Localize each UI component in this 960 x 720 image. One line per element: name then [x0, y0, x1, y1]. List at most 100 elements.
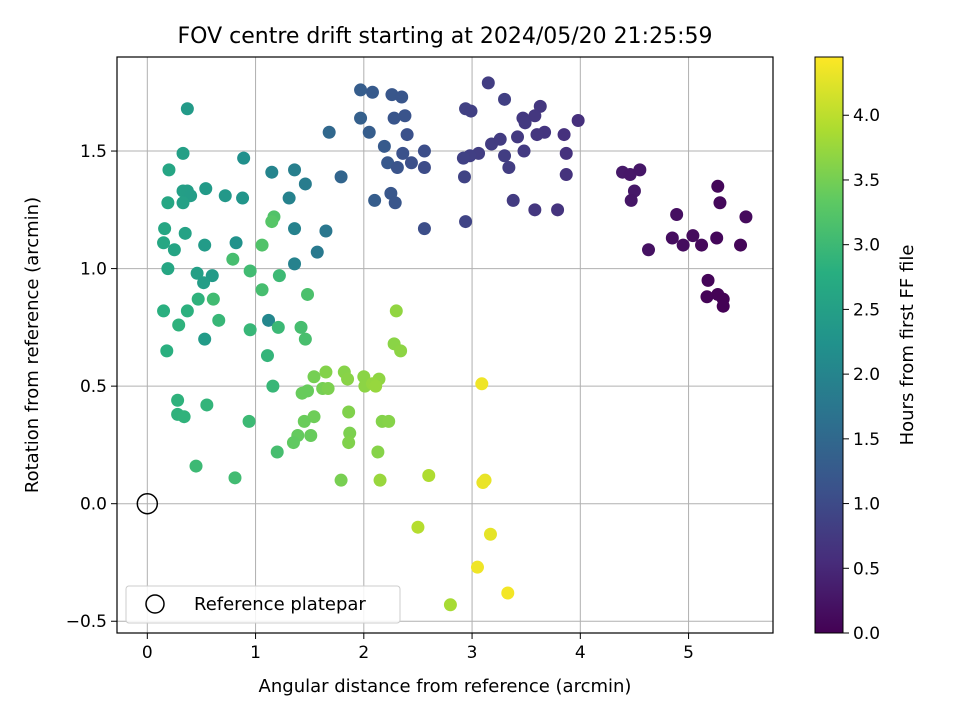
data-point	[493, 132, 507, 146]
y-tick-label: 1.0	[80, 260, 107, 280]
data-point	[180, 304, 194, 318]
data-point	[200, 398, 214, 412]
data-point	[297, 414, 311, 428]
data-point	[228, 471, 242, 485]
data-point	[160, 344, 174, 358]
data-point	[343, 426, 357, 440]
x-axis-ticks: 0 1 2 3 4 5	[142, 633, 694, 663]
data-point	[354, 111, 368, 125]
data-point	[176, 196, 190, 210]
data-point	[533, 99, 547, 113]
data-point	[388, 196, 402, 210]
data-point	[255, 238, 269, 252]
x-tick-label: 4	[575, 643, 586, 663]
colorbar-ticks: 0.0 0.5 1.0 1.5 2.0 2.5 3.0 3.5 4.0	[843, 106, 880, 644]
grid-lines	[117, 57, 773, 633]
colorbar-tick-label: 0.0	[853, 624, 880, 644]
data-point	[623, 168, 637, 182]
data-point	[262, 313, 276, 327]
data-point	[226, 252, 240, 266]
data-point	[167, 243, 181, 257]
data-point	[559, 168, 573, 182]
data-point	[502, 160, 516, 174]
data-point	[362, 125, 376, 139]
data-point	[557, 128, 571, 142]
reference-platepar-marker	[136, 492, 159, 515]
colorbar: 0.0 0.5 1.0 1.5 2.0 2.5 3.0 3.5 4.0 Hours from f…	[814, 56, 918, 644]
data-point	[498, 92, 512, 106]
data-point	[381, 156, 395, 170]
data-point	[304, 429, 318, 443]
data-point	[272, 269, 286, 283]
data-point	[157, 304, 171, 318]
data-point	[456, 151, 470, 165]
data-point	[199, 182, 213, 196]
data-point	[713, 196, 727, 210]
data-point	[710, 231, 724, 245]
data-point	[342, 405, 356, 419]
legend-marker	[145, 594, 165, 614]
data-point	[206, 292, 220, 306]
chart-title: FOV centre drift starting at 2024/05/20 …	[178, 24, 713, 49]
data-point	[354, 83, 368, 97]
colorbar-tick-label: 2.5	[853, 300, 880, 320]
colorbar-label: Hours from first FF file	[897, 245, 918, 446]
data-point	[551, 203, 565, 217]
data-point	[162, 163, 176, 177]
y-tick-label: 0.5	[80, 377, 107, 397]
data-point	[506, 193, 520, 207]
data-point	[501, 586, 515, 600]
data-point	[176, 146, 190, 160]
data-point	[396, 146, 410, 160]
data-point	[642, 243, 656, 257]
data-point	[242, 414, 256, 428]
data-point	[270, 445, 284, 459]
data-point	[711, 179, 725, 193]
x-tick-label: 0	[142, 643, 153, 663]
data-point	[498, 149, 512, 163]
data-point	[266, 379, 280, 393]
y-tick-label: 1.5	[80, 142, 107, 162]
data-point	[443, 598, 457, 612]
y-axis-label: Rotation from reference (arcmin)	[22, 197, 43, 493]
data-point	[511, 130, 525, 144]
data-point	[161, 262, 175, 276]
data-point	[571, 113, 585, 127]
data-point	[528, 109, 542, 123]
y-axis-ticks: −0.5 0.0 0.5 1.0 1.5	[66, 142, 117, 632]
data-point	[334, 473, 348, 487]
data-point	[528, 203, 542, 217]
data-point	[373, 473, 387, 487]
data-point	[411, 520, 425, 534]
x-tick-label: 1	[250, 643, 261, 663]
data-point	[243, 264, 257, 278]
data-point	[191, 292, 205, 306]
data-point	[716, 299, 730, 313]
x-axis-label: Angular distance from reference (arcmin)	[259, 676, 632, 697]
data-point	[739, 210, 753, 224]
legend: Reference platepar	[125, 585, 401, 624]
data-point	[457, 170, 471, 184]
data-point	[390, 160, 404, 174]
data-point	[387, 111, 401, 125]
data-point	[368, 193, 382, 207]
data-point	[172, 318, 186, 332]
data-point	[286, 436, 300, 450]
data-point	[417, 160, 431, 174]
data-point	[190, 266, 204, 280]
y-tick-label: 0.0	[80, 495, 107, 515]
data-point	[171, 393, 185, 407]
data-point	[701, 273, 715, 287]
data-point	[476, 476, 490, 490]
data-point	[518, 116, 532, 130]
data-point	[700, 290, 714, 304]
data-point	[197, 276, 211, 290]
data-point	[385, 88, 399, 102]
data-point	[282, 191, 296, 205]
data-point	[157, 236, 171, 250]
data-point	[517, 144, 531, 158]
data-point	[475, 377, 489, 391]
data-point	[198, 238, 212, 252]
data-point	[394, 344, 408, 358]
